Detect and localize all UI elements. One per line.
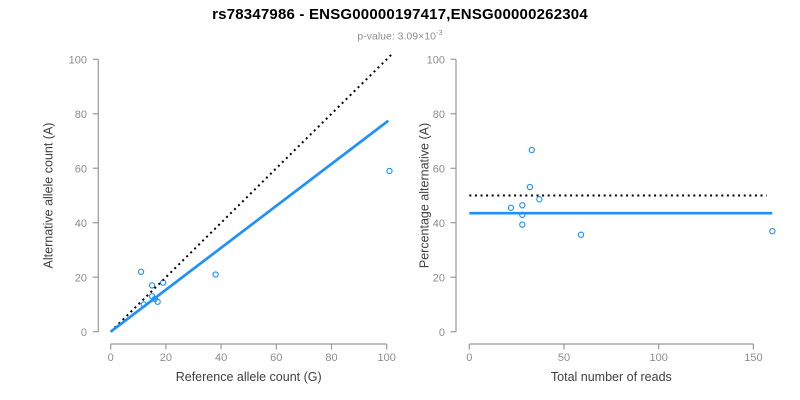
data-point <box>212 271 219 278</box>
y-tick-label: 20 <box>433 272 445 284</box>
x-tick-label: 80 <box>325 352 337 364</box>
data-point <box>154 298 161 305</box>
y-tick-label: 40 <box>75 218 87 230</box>
y-tick-label: 80 <box>75 109 87 121</box>
data-point <box>577 231 585 238</box>
y-tick-label: 20 <box>75 272 87 284</box>
x-tick-label: 20 <box>160 352 172 364</box>
x-tick-label: 50 <box>558 352 570 364</box>
allele-counts-panel: 0 20 40 60 80 100 0 20 40 60 80 100 Reference allele… <box>41 53 396 384</box>
data-point <box>536 196 543 203</box>
p-value-exponent: -3 <box>435 28 443 37</box>
y-tick-label: 100 <box>69 54 87 66</box>
y-tick-label: 60 <box>75 163 87 175</box>
figure-title: rs78347986 - ENSG00000197417,ENSG0000026… <box>212 6 588 23</box>
x-tick-label: 40 <box>215 352 227 364</box>
x-axis-label: Reference allele count (G) <box>176 370 322 384</box>
data-point <box>519 221 526 228</box>
y-tick-label: 80 <box>433 109 445 121</box>
y-tick-label: 100 <box>427 54 445 66</box>
fit-line <box>109 119 390 333</box>
data-point <box>526 183 534 191</box>
figure-subtitle: p-value: 3.09×10-3 <box>0 28 800 43</box>
data-point <box>507 204 515 211</box>
y-axis-label: Percentage alternative (A) <box>417 123 431 268</box>
x-tick-label: 100 <box>378 352 396 364</box>
y-tick-label: 0 <box>439 327 445 339</box>
x-tick-label: 150 <box>744 352 762 364</box>
data-point <box>148 282 156 289</box>
y-tick-label: 60 <box>433 163 445 175</box>
x-tick-label: 0 <box>466 352 472 364</box>
data-point <box>386 167 393 175</box>
y-axis-label: Alternative allele count (A) <box>41 123 55 269</box>
x-tick-label: 100 <box>650 352 668 364</box>
data-point <box>519 202 526 209</box>
y-tick-label: 40 <box>433 218 445 230</box>
data-point <box>528 146 535 154</box>
data-point <box>769 228 776 235</box>
x-tick-label: 60 <box>270 352 282 364</box>
y-tick-label: 0 <box>81 327 87 339</box>
p-value-text: p-value: 3.09×10 <box>357 30 436 43</box>
percentage-vs-reads-panel: 0 20 40 60 80 100 0 50 100 150 Total number of rea… <box>417 54 776 384</box>
x-axis-label: Total number of reads <box>551 370 672 384</box>
x-tick-label: 0 <box>108 352 114 364</box>
data-point <box>137 268 145 275</box>
identity-line <box>109 53 393 333</box>
